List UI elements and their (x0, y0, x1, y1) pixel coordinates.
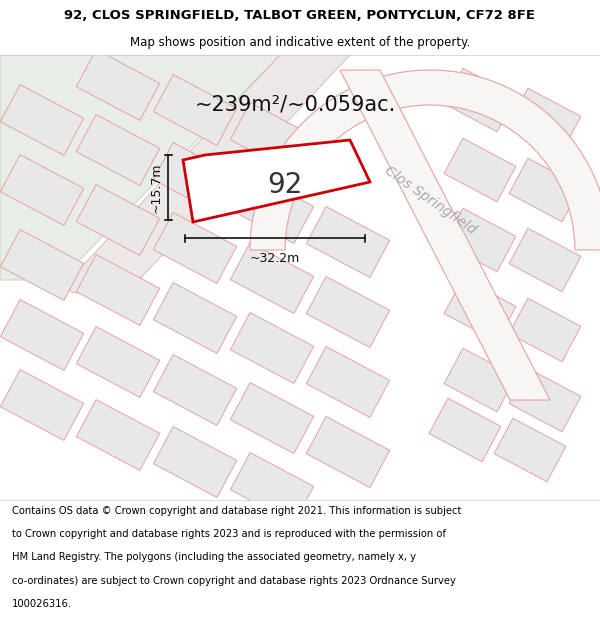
Polygon shape (444, 348, 516, 412)
Polygon shape (154, 282, 236, 354)
Polygon shape (1, 229, 83, 301)
Polygon shape (76, 114, 160, 186)
Polygon shape (444, 138, 516, 202)
Polygon shape (444, 68, 516, 132)
Polygon shape (1, 154, 83, 226)
Text: 92, CLOS SPRINGFIELD, TALBOT GREEN, PONTYCLUN, CF72 8FE: 92, CLOS SPRINGFIELD, TALBOT GREEN, PONT… (65, 9, 536, 22)
Polygon shape (154, 426, 236, 498)
Polygon shape (76, 184, 160, 256)
Text: co-ordinates) are subject to Crown copyright and database rights 2023 Ordnance S: co-ordinates) are subject to Crown copyr… (12, 576, 456, 586)
Text: to Crown copyright and database rights 2023 and is reproduced with the permissio: to Crown copyright and database rights 2… (12, 529, 446, 539)
Polygon shape (509, 158, 581, 222)
Polygon shape (307, 206, 389, 278)
Polygon shape (230, 312, 314, 384)
Polygon shape (1, 299, 83, 371)
Polygon shape (307, 276, 389, 348)
Polygon shape (307, 346, 389, 418)
Polygon shape (509, 88, 581, 152)
Polygon shape (60, 55, 350, 300)
Polygon shape (76, 399, 160, 471)
Polygon shape (444, 208, 516, 272)
Text: 92: 92 (268, 171, 302, 199)
Text: Clos Springfield: Clos Springfield (382, 163, 478, 237)
Text: Contains OS data © Crown copyright and database right 2021. This information is : Contains OS data © Crown copyright and d… (12, 506, 461, 516)
Text: ~239m²/~0.059ac.: ~239m²/~0.059ac. (194, 95, 395, 115)
Text: ~15.7m: ~15.7m (150, 162, 163, 212)
Text: Map shows position and indicative extent of the property.: Map shows position and indicative extent… (130, 36, 470, 49)
Polygon shape (230, 173, 314, 244)
Polygon shape (1, 84, 83, 156)
Polygon shape (230, 382, 314, 454)
Text: HM Land Registry. The polygons (including the associated geometry, namely x, y: HM Land Registry. The polygons (includin… (12, 552, 416, 562)
Polygon shape (154, 354, 236, 426)
Polygon shape (154, 74, 236, 146)
Polygon shape (76, 326, 160, 398)
Polygon shape (230, 242, 314, 314)
Polygon shape (230, 102, 314, 174)
Polygon shape (0, 55, 280, 280)
Polygon shape (76, 254, 160, 326)
Polygon shape (183, 140, 370, 222)
Polygon shape (340, 70, 550, 400)
Text: ~32.2m: ~32.2m (250, 252, 300, 265)
Polygon shape (509, 298, 581, 362)
Polygon shape (154, 142, 236, 214)
Polygon shape (230, 452, 314, 524)
Polygon shape (154, 213, 236, 284)
Polygon shape (1, 369, 83, 441)
Polygon shape (509, 368, 581, 432)
Polygon shape (444, 278, 516, 342)
Wedge shape (250, 70, 600, 250)
Text: 100026316.: 100026316. (12, 599, 72, 609)
Polygon shape (429, 398, 501, 462)
Polygon shape (307, 416, 389, 488)
Polygon shape (509, 228, 581, 292)
Polygon shape (494, 418, 566, 482)
Polygon shape (76, 49, 160, 121)
